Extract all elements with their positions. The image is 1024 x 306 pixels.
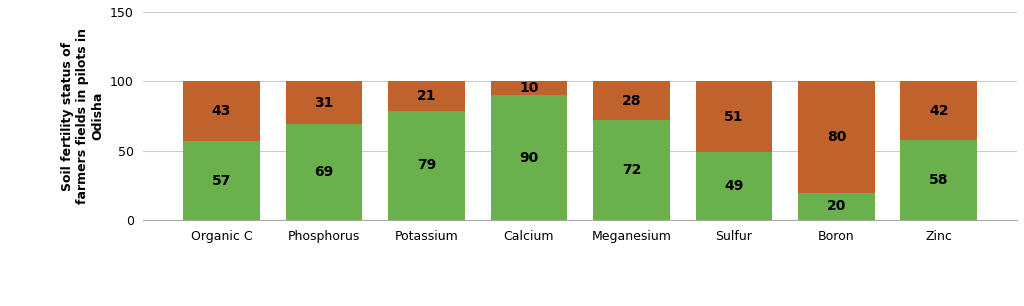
Bar <box>490 81 567 95</box>
Bar <box>286 81 362 125</box>
Bar <box>183 81 260 141</box>
Bar <box>388 81 465 110</box>
Text: 10: 10 <box>519 81 539 95</box>
Bar <box>593 81 670 120</box>
Bar <box>900 140 977 220</box>
Bar <box>798 192 874 220</box>
Text: 42: 42 <box>929 103 948 118</box>
Text: 57: 57 <box>212 174 231 188</box>
Bar <box>593 120 670 220</box>
Bar <box>388 110 465 220</box>
Bar <box>798 81 874 192</box>
Text: 69: 69 <box>314 166 334 179</box>
Text: 58: 58 <box>929 173 948 187</box>
Text: 20: 20 <box>826 200 846 213</box>
Text: 80: 80 <box>826 130 846 144</box>
Text: 90: 90 <box>519 151 539 165</box>
Bar <box>183 141 260 220</box>
Bar <box>695 152 772 220</box>
Text: 21: 21 <box>417 89 436 103</box>
Bar <box>695 81 772 152</box>
Text: 43: 43 <box>212 104 231 118</box>
Text: 72: 72 <box>622 163 641 177</box>
Bar <box>490 95 567 220</box>
Text: 31: 31 <box>314 96 334 110</box>
Bar <box>900 81 977 140</box>
Text: 79: 79 <box>417 159 436 173</box>
Text: 51: 51 <box>724 110 743 124</box>
Y-axis label: Soil fertility status of
farmers fields in pilots in
Odisha: Soil fertility status of farmers fields … <box>61 28 104 204</box>
Text: 49: 49 <box>724 179 743 193</box>
Bar <box>286 125 362 220</box>
Text: 28: 28 <box>622 94 641 108</box>
